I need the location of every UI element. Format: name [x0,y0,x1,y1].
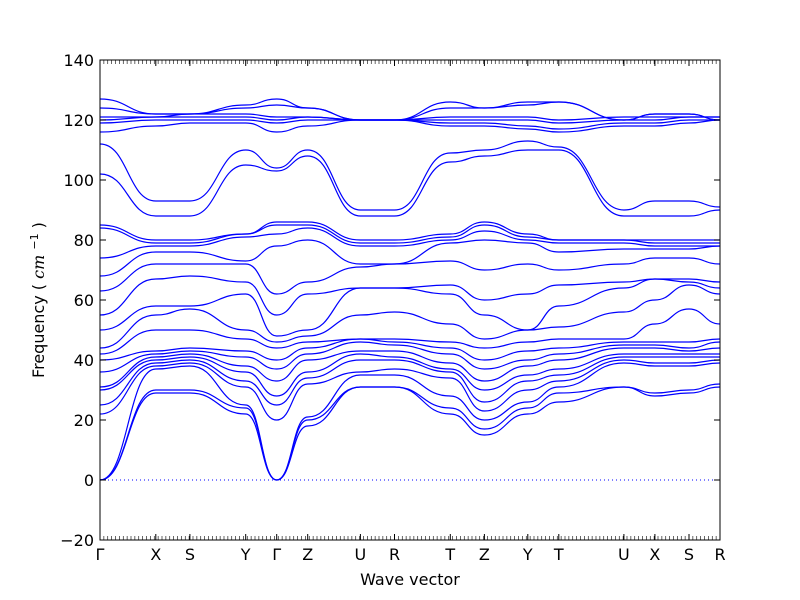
x-tick-label: T [444,545,455,564]
band-line [99,383,721,481]
x-tick-label: Y [240,545,251,564]
kpoint-lines [99,60,721,540]
x-tick-label: Γ [96,545,105,564]
x-tick-label: U [618,545,630,564]
band-line [99,119,720,130]
band-line [99,353,720,397]
band-line [99,149,721,217]
band-line [99,239,721,277]
band-line [99,338,721,361]
x-tick-label: R [714,545,725,564]
y-tick-label: 40 [74,351,94,370]
band-line [99,257,721,295]
band-line [99,278,721,337]
y-axis-title-text: Frequency [29,295,48,378]
x-tick-label: Z [479,545,490,564]
band-line [99,284,721,349]
x-axis-title: Wave vector [360,570,460,589]
x-tick-label: Y [522,545,533,564]
band-line [99,227,720,259]
x-tick-label: T [553,545,564,564]
y-tick-label: 140 [63,51,94,70]
y-tick-label: −20 [60,531,94,550]
y-axis: −20 0 20 40 60 80 100 120 140 [60,51,720,550]
y-axis-title-group: Frequency ( cm −1 ) [28,222,49,378]
x-tick-label: S [684,545,694,564]
x-tick-label: U [355,545,367,564]
x-tick-label: Γ [272,545,281,564]
y-tick-label: 0 [84,471,94,490]
y-tick-label: 120 [63,111,94,130]
band-line [99,221,720,241]
x-tick-label: X [150,545,161,564]
y-axis-title-unit: cm [29,255,48,279]
band-line [99,308,721,355]
x-tick-label: X [649,545,660,564]
x-tick-label: S [185,545,195,564]
series-layer [99,98,721,481]
band-line [99,116,720,124]
x-tick-label: R [389,545,400,564]
band-line [99,275,721,316]
y-axis-title: Frequency ( cm −1 ) [28,222,49,378]
band-line [99,347,721,388]
y-tick-label: 100 [63,171,94,190]
y-axis-title-exponent: −1 [28,233,41,249]
band-line [99,362,721,481]
band-line [99,140,721,211]
y-tick-label: 60 [74,291,94,310]
x-tick-label: Z [302,545,313,564]
y-axis-title-close: ) [29,222,48,228]
band-line [99,98,721,121]
band-line [99,224,720,244]
y-tick-label: 80 [74,231,94,250]
y-axis-title-open: ( [29,284,48,290]
band-line [99,341,721,373]
band-line [99,119,721,133]
band-line [99,356,720,406]
band-line [99,359,721,421]
y-tick-label: 20 [74,411,94,430]
